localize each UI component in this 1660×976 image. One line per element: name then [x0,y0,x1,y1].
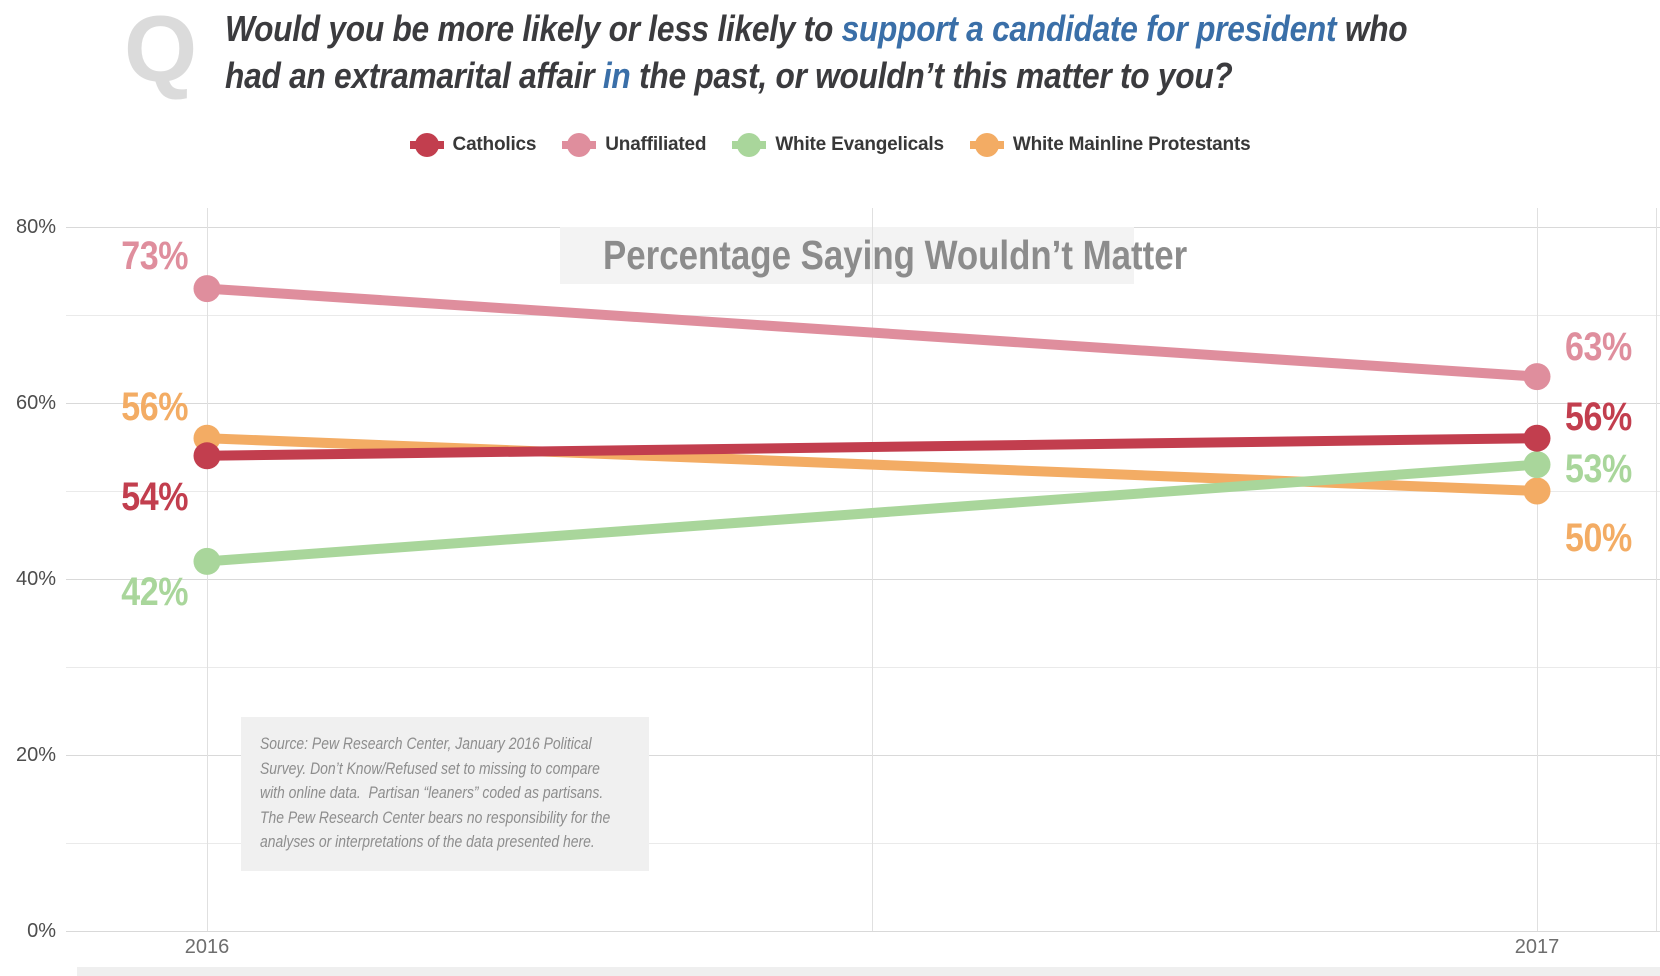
legend-marker-icon [969,132,1004,158]
gridline-70pct [66,315,1660,316]
chart-legend: Catholics Unaffiliated White Evangelicals W… [0,128,1660,162]
vertical-gridline-3 [1656,208,1657,931]
point-catholics-2016 [193,442,221,470]
value-label-white-mainline-protestants-2016: 56% [121,385,188,429]
value-label-white-evangelicals-2016: 42% [121,570,188,614]
source-note-text: Source: Pew Research Center, January 201… [260,734,615,851]
legend-marker-icon [562,132,597,158]
line-white-evangelicals [206,459,1538,567]
y-tick-80pct: 80% [15,216,56,238]
value-label-white-mainline-protestants-2017: 50% [1565,516,1632,560]
y-tick-20pct: 20% [15,744,56,766]
legend-marker-icon [409,132,444,158]
gridline-0pct [66,931,1660,932]
gridline-60pct [66,403,1660,404]
point-unaffiliated-2017 [1523,363,1551,391]
question-text-segment: Would you be more likely or less likely … [225,8,842,49]
legend-label: Catholics [452,134,537,155]
y-tick-40pct: 40% [15,568,56,590]
gridline-20pct [66,755,1660,756]
legend-marker-icon [732,132,767,158]
gridline-40pct [66,579,1660,580]
y-tick-60pct: 60% [15,392,56,414]
line-catholics [206,433,1538,461]
legend-item-white-mainline-protestants: White Mainline Protestants [969,132,1251,158]
gridline-30pct [66,667,1660,668]
question-text-highlight: in [602,55,631,96]
legend-label: White Evangelicals [775,134,944,155]
value-label-catholics-2016: 54% [121,475,188,519]
legend-label: Unaffiliated [605,134,707,155]
value-label-white-evangelicals-2017: 53% [1565,447,1632,491]
point-white-mainline-protestants-2017 [1523,477,1551,505]
line-unaffiliated [206,283,1538,382]
vertical-gridline-2 [1537,208,1538,931]
vertical-gridline-1 [872,208,873,931]
question-text-segment: who [1336,8,1408,49]
question-line-2: had an extramarital affair in the past, … [225,52,1407,99]
legend-item-catholics: Catholics [409,132,537,158]
x-tick-2016: 2016 [184,936,230,958]
source-note-box: Source: Pew Research Center, January 201… [241,717,649,871]
chart-title: Percentage Saying Wouldn’t Matter [603,232,1188,278]
chart-title-box: Percentage Saying Wouldn’t Matter [560,227,1188,284]
point-unaffiliated-2016 [193,275,221,303]
point-catholics-2017 [1523,424,1551,452]
legend-item-unaffiliated: Unaffiliated [562,132,707,158]
y-tick-0pct: 0% [27,920,56,942]
point-white-evangelicals-2016 [193,547,221,575]
question-text-highlight: support a candidate for president [841,8,1337,49]
x-tick-2017: 2017 [1514,936,1560,958]
value-label-catholics-2017: 56% [1565,395,1632,439]
question-text-segment: the past, or wouldn’t this matter to you… [630,55,1233,96]
legend-item-white-evangelicals: White Evangelicals [732,132,944,158]
value-label-unaffiliated-2017: 63% [1565,325,1632,369]
question-title: Would you be more likely or less likely … [225,5,1569,99]
legend-label: White Mainline Protestants [1012,134,1251,155]
point-white-evangelicals-2017 [1523,451,1551,479]
gridline-50pct [66,491,1660,492]
bottom-divider-strip [77,967,1660,976]
question-text-segment: had an extramarital affair [225,55,603,96]
question-glyph: Q [124,0,198,101]
gridline-10pct [66,843,1660,844]
question-line-1: Would you be more likely or less likely … [225,5,1408,52]
value-label-unaffiliated-2016: 73% [121,234,188,278]
